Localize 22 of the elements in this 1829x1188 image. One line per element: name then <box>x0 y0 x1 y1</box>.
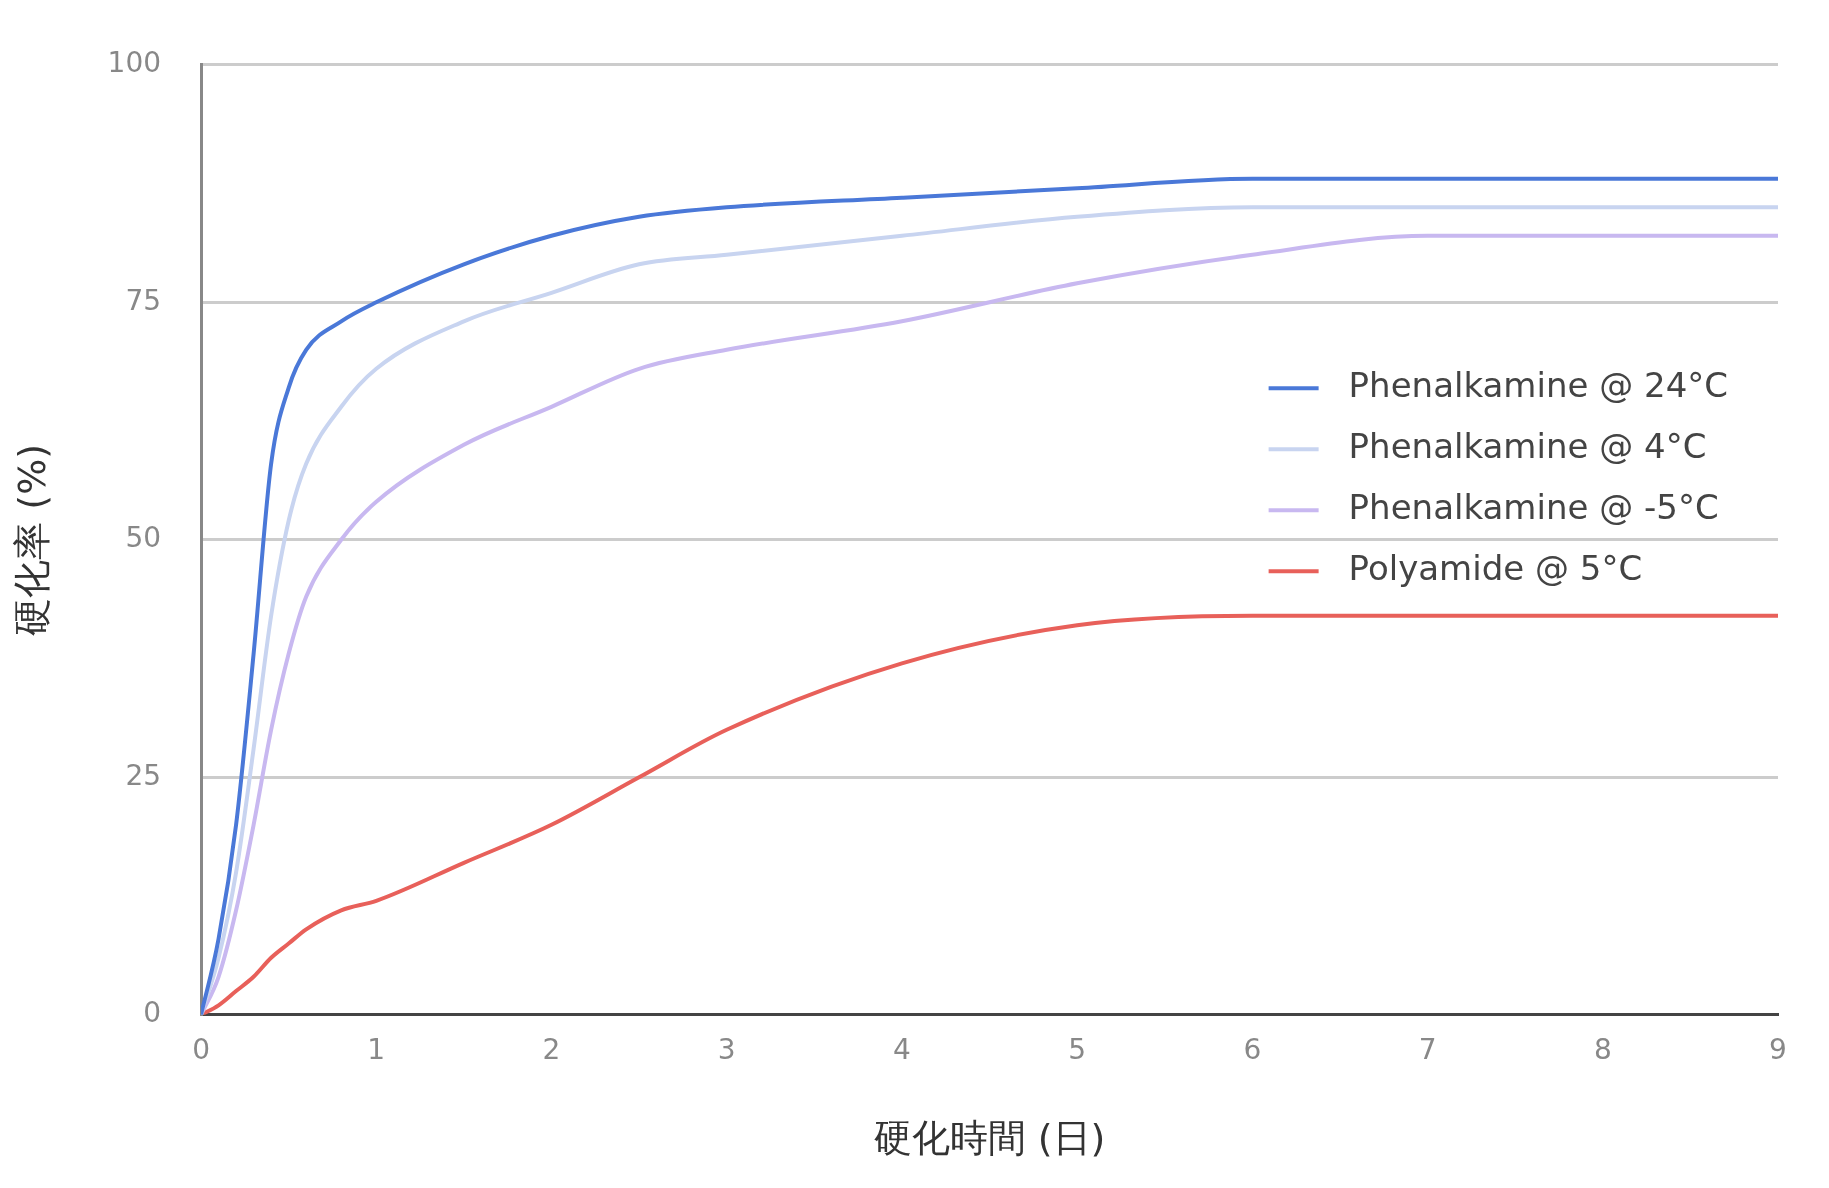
x-tick-label: 0 <box>192 1032 210 1066</box>
y-tick-label: 50 <box>125 521 162 555</box>
legend-label: Phenalkamine @ -5°C <box>1348 487 1719 528</box>
x-tick-label: 7 <box>1418 1032 1437 1066</box>
x-tick-label: 1 <box>367 1032 386 1066</box>
legend-label: Phenalkamine @ 24°C <box>1348 365 1729 406</box>
y-tick-label: 75 <box>125 283 162 317</box>
legend-label: Polyamide @ 5°C <box>1348 548 1643 589</box>
line-series <box>201 613 1778 1015</box>
x-tick-label: 3 <box>717 1032 736 1066</box>
x-axis-title: 硬化時間 (日) <box>873 1116 1106 1161</box>
x-tick-label: 5 <box>1068 1032 1087 1066</box>
y-tick-label: 25 <box>125 758 162 792</box>
x-tick-label: 6 <box>1243 1032 1262 1066</box>
x-tick-label: 2 <box>542 1032 561 1066</box>
x-tick-label: 4 <box>893 1032 911 1066</box>
y-tick-label: 0 <box>143 996 162 1030</box>
x-tick-label: 9 <box>1769 1032 1787 1066</box>
x-tick-label: 8 <box>1593 1032 1612 1066</box>
legend-label: Phenalkamine @ 4°C <box>1348 426 1707 467</box>
y-axis-title: 硬化率 (%) <box>9 443 54 636</box>
y-tick-label: 100 <box>107 46 162 80</box>
